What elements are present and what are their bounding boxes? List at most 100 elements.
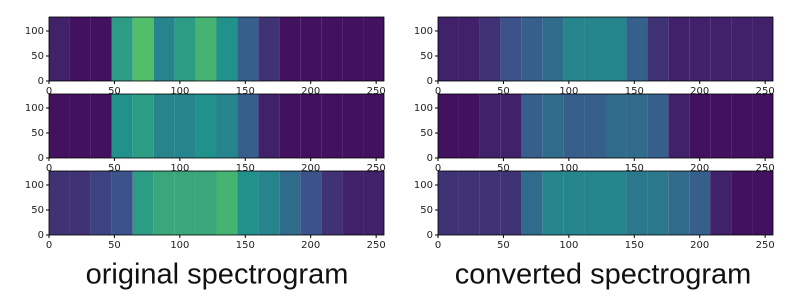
heat-cell <box>542 171 564 235</box>
heat-cell <box>153 171 175 235</box>
x-tick-label: 200 <box>301 240 320 251</box>
x-tick-label: 250 <box>756 163 775 174</box>
heat-cell <box>321 17 343 81</box>
y-tick-label: 100 <box>414 103 433 114</box>
x-tick-label: 0 <box>435 163 441 174</box>
heat-cell <box>563 94 585 158</box>
heat-cell <box>90 94 112 158</box>
heat-cell <box>69 94 91 158</box>
heat-cell <box>216 171 238 235</box>
heat-cell <box>49 17 70 81</box>
x-tick-label: 250 <box>756 240 775 251</box>
heat-cell <box>300 171 322 235</box>
plot-frame <box>437 16 774 82</box>
y-tick-label: 0 <box>38 153 44 164</box>
y-tick-label: 50 <box>31 205 44 216</box>
heat-cell <box>438 94 459 158</box>
x-tick-label: 0 <box>435 86 441 97</box>
heat-cell <box>174 94 196 158</box>
heat-cell <box>195 171 217 235</box>
y-tick-label: 0 <box>38 76 44 87</box>
heat-cell <box>500 171 522 235</box>
plot-frame <box>437 170 774 236</box>
x-tick-label: 150 <box>236 86 255 97</box>
heat-cell <box>542 94 564 158</box>
x-tick-label: 50 <box>497 163 510 174</box>
heat-cell <box>668 171 690 235</box>
x-tick-label: 150 <box>236 163 255 174</box>
x-tick-label: 150 <box>625 240 644 251</box>
x-tick-label: 50 <box>497 240 510 251</box>
heat-cell <box>521 171 543 235</box>
x-tick-label: 50 <box>497 86 510 97</box>
heat-cell <box>300 94 322 158</box>
heat-cell <box>752 94 773 158</box>
heat-cell <box>279 94 301 158</box>
heat-cell <box>605 171 627 235</box>
x-tick-label: 250 <box>756 86 775 97</box>
heat-cell <box>689 17 711 81</box>
x-tick-label: 0 <box>46 163 52 174</box>
heat-cell <box>689 171 711 235</box>
x-tick-label: 100 <box>559 163 578 174</box>
heat-cell <box>174 17 196 81</box>
heat-cell <box>647 17 669 81</box>
y-tick-label: 100 <box>25 180 44 191</box>
heat-cell <box>626 94 648 158</box>
y-tick-label: 100 <box>414 26 433 37</box>
heat-cell <box>752 171 773 235</box>
heat-cell <box>584 171 606 235</box>
heat-cell <box>500 17 522 81</box>
heat-cell <box>563 17 585 81</box>
heat-cell <box>258 17 280 81</box>
heat-cell <box>563 171 585 235</box>
y-tick-label: 50 <box>31 128 44 139</box>
heat-cell <box>111 17 133 81</box>
heat-cell <box>69 171 91 235</box>
heat-cell <box>363 171 384 235</box>
x-tick-label: 200 <box>690 86 709 97</box>
heat-cell <box>342 171 364 235</box>
heat-cell <box>647 171 669 235</box>
heat-cell <box>438 17 459 81</box>
x-tick-label: 150 <box>236 240 255 251</box>
x-tick-label: 100 <box>559 86 578 97</box>
heat-cell <box>279 171 301 235</box>
y-tick-label: 50 <box>31 51 44 62</box>
x-tick-label: 100 <box>170 86 189 97</box>
heat-cell <box>479 94 501 158</box>
heat-cell <box>668 17 690 81</box>
heat-cell <box>689 94 711 158</box>
x-tick-label: 200 <box>301 86 320 97</box>
heat-cell <box>363 17 384 81</box>
plot-frame <box>48 16 385 82</box>
heat-cell <box>710 171 732 235</box>
heat-cell <box>731 17 753 81</box>
heat-cell <box>521 17 543 81</box>
heat-cell <box>195 17 217 81</box>
heat-cell <box>258 94 280 158</box>
y-tick-label: 0 <box>427 153 433 164</box>
heat-cell <box>458 171 480 235</box>
x-tick-label: 50 <box>108 240 121 251</box>
heat-cell <box>584 17 606 81</box>
y-tick-label: 100 <box>25 26 44 37</box>
heat-cell <box>321 171 343 235</box>
plot-frame <box>48 170 385 236</box>
y-tick-label: 100 <box>25 103 44 114</box>
x-tick-label: 200 <box>690 163 709 174</box>
x-tick-label: 200 <box>690 240 709 251</box>
y-tick-label: 0 <box>38 230 44 241</box>
heat-cell <box>731 171 753 235</box>
x-tick-label: 100 <box>559 240 578 251</box>
heat-cell <box>605 94 627 158</box>
caption: original spectrogram <box>86 259 349 291</box>
heat-cell <box>710 17 732 81</box>
heat-cell <box>174 171 196 235</box>
y-tick-label: 50 <box>420 51 433 62</box>
heat-cell <box>479 17 501 81</box>
heat-cell <box>216 17 238 81</box>
heat-cell <box>752 17 773 81</box>
heat-cell <box>731 94 753 158</box>
